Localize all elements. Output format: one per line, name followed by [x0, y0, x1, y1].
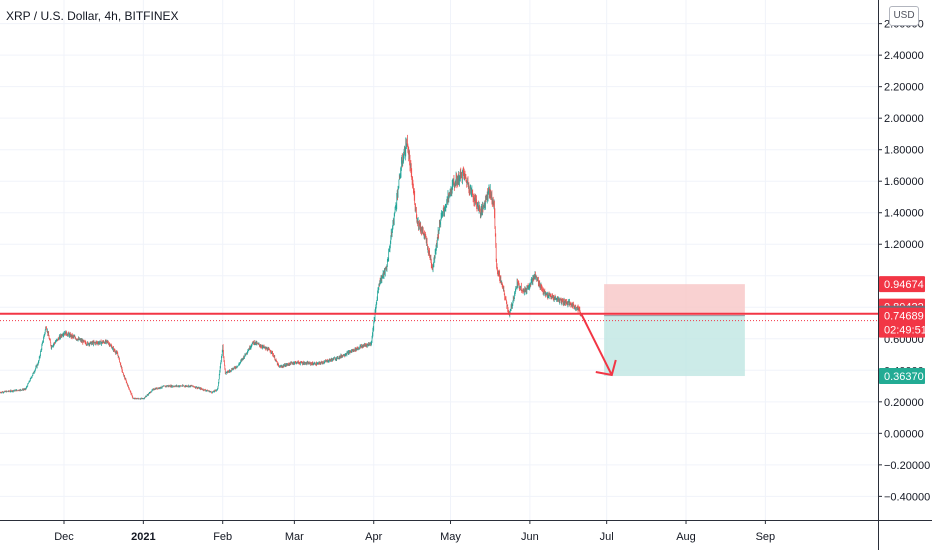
x-tick-label: Jun — [521, 531, 539, 543]
y-tick-label: 1.40000 — [884, 208, 924, 220]
price-label-box — [879, 368, 925, 385]
price-labels: 0.946740.804220.758870.7468902:49:510.36… — [879, 276, 927, 385]
x-tick-label: Jul — [600, 531, 614, 543]
price-label-box — [879, 307, 925, 338]
x-tick-label: Dec — [54, 531, 74, 543]
grid — [0, 0, 878, 520]
x-tick-label: Apr — [365, 531, 382, 543]
x-tick-label: Sep — [756, 531, 776, 543]
x-tick-label: May — [440, 531, 461, 543]
x-tick-label: Aug — [676, 531, 696, 543]
countdown-label: 02:49:51 — [884, 325, 927, 337]
x-tick-label: Mar — [285, 531, 304, 543]
y-tick-label: 0.00000 — [884, 428, 924, 440]
x-tick-label: Feb — [213, 531, 232, 543]
candles — [0, 134, 582, 400]
y-tick-label: 1.80000 — [884, 145, 924, 157]
take-profit-zone — [604, 315, 745, 377]
y-tick-label: −0.40000 — [884, 491, 930, 503]
y-tick-label: −0.20000 — [884, 460, 930, 472]
currency-button[interactable]: USD — [889, 6, 919, 26]
price-label: 0.94674 — [884, 279, 924, 291]
y-tick-label: 1.20000 — [884, 239, 924, 251]
projection-arrow — [580, 313, 613, 376]
y-tick-label: 0.20000 — [884, 397, 924, 409]
price-label-box — [879, 276, 925, 293]
chart-title: XRP / U.S. Dollar, 4h, BITFINEX — [6, 9, 179, 23]
y-axis-labels: 2.600002.400002.200002.000001.800001.600… — [878, 19, 930, 503]
x-axis-labels: Dec 2021 Feb Mar Apr May Jun Jul Aug Sep — [54, 520, 775, 543]
price-label: 0.36370 — [884, 371, 924, 383]
x-tick-label: 2021 — [131, 531, 155, 543]
y-tick-label: 1.60000 — [884, 176, 924, 188]
stop-loss-zone — [604, 284, 745, 316]
price-label: 0.74689 — [884, 311, 924, 323]
y-tick-label: 2.40000 — [884, 50, 924, 62]
y-tick-label: 2.20000 — [884, 82, 924, 94]
y-tick-label: 2.00000 — [884, 113, 924, 125]
projection-arrow-head — [595, 359, 617, 377]
